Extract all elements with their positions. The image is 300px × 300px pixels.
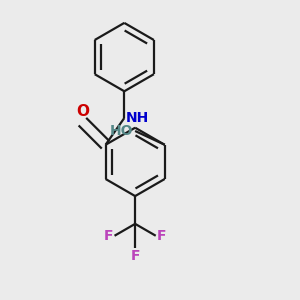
Text: NH: NH	[126, 111, 149, 125]
Text: F: F	[130, 249, 140, 263]
Text: F: F	[157, 229, 167, 243]
Text: O: O	[76, 104, 89, 119]
Text: F: F	[103, 229, 113, 243]
Text: HO: HO	[110, 124, 134, 138]
